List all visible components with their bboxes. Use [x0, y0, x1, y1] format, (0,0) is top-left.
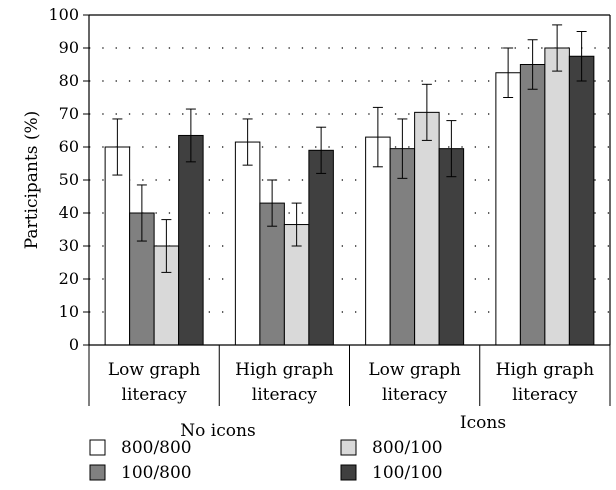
bar [544, 47, 570, 346]
y-tick-label: 0 [69, 335, 79, 354]
y-tick-label: 30 [59, 236, 79, 255]
category-label-line2: literacy [122, 385, 188, 405]
legend-swatch [340, 464, 357, 481]
y-axis-label: Participants (%) [22, 111, 42, 250]
y-ticks: 0 10 20 30 40 50 60 70 80 90 100 [48, 5, 89, 354]
y-tick-label: 70 [59, 104, 79, 123]
legend-item: 800/800 [89, 438, 192, 458]
y-tick-label: 80 [59, 71, 79, 90]
bar [389, 148, 416, 346]
bar [519, 64, 546, 346]
category-label-line1: High graph [496, 360, 595, 380]
bar [104, 146, 131, 346]
bar [178, 134, 204, 346]
legend-item: 100/100 [340, 463, 443, 483]
group-label: Icons [460, 413, 506, 433]
legend-label: 800/800 [121, 438, 192, 458]
bar [308, 149, 334, 346]
bar [365, 136, 391, 346]
y-tick-label: 10 [59, 302, 79, 321]
bars [104, 24, 595, 346]
y-tick-label: 100 [48, 5, 79, 24]
category-labels: Low graph literacy High graph literacy Low g… [88, 345, 611, 406]
legend-swatch [89, 439, 106, 456]
category-label-line2: literacy [382, 385, 448, 405]
y-tick-label: 20 [59, 269, 79, 288]
bar [414, 111, 440, 346]
legend-item: 800/100 [340, 438, 443, 458]
bar [234, 141, 261, 346]
group-labels: No icons Icons [180, 413, 506, 441]
y-tick-label: 50 [59, 170, 79, 189]
bar [438, 148, 465, 346]
group-label: No icons [180, 421, 255, 441]
category-label-line1: Low graph [108, 360, 201, 380]
y-tick-label: 90 [59, 38, 79, 57]
category-label-line2: literacy [512, 385, 578, 405]
legend-label: 100/100 [372, 463, 443, 483]
category-label-line2: literacy [252, 385, 318, 405]
bar [568, 55, 595, 346]
category-label-line1: Low graph [368, 360, 461, 380]
legend-swatch [89, 464, 106, 481]
legend-item: 100/800 [89, 463, 192, 483]
legend: 800/800 100/800 800/100 100/100 [89, 438, 443, 483]
legend-label: 100/800 [121, 463, 192, 483]
y-tick-label: 60 [59, 137, 79, 156]
bar [495, 72, 521, 346]
legend-swatch [340, 439, 357, 456]
legend-label: 800/100 [372, 438, 443, 458]
y-tick-label: 40 [59, 203, 79, 222]
category-label-line1: High graph [235, 360, 334, 380]
